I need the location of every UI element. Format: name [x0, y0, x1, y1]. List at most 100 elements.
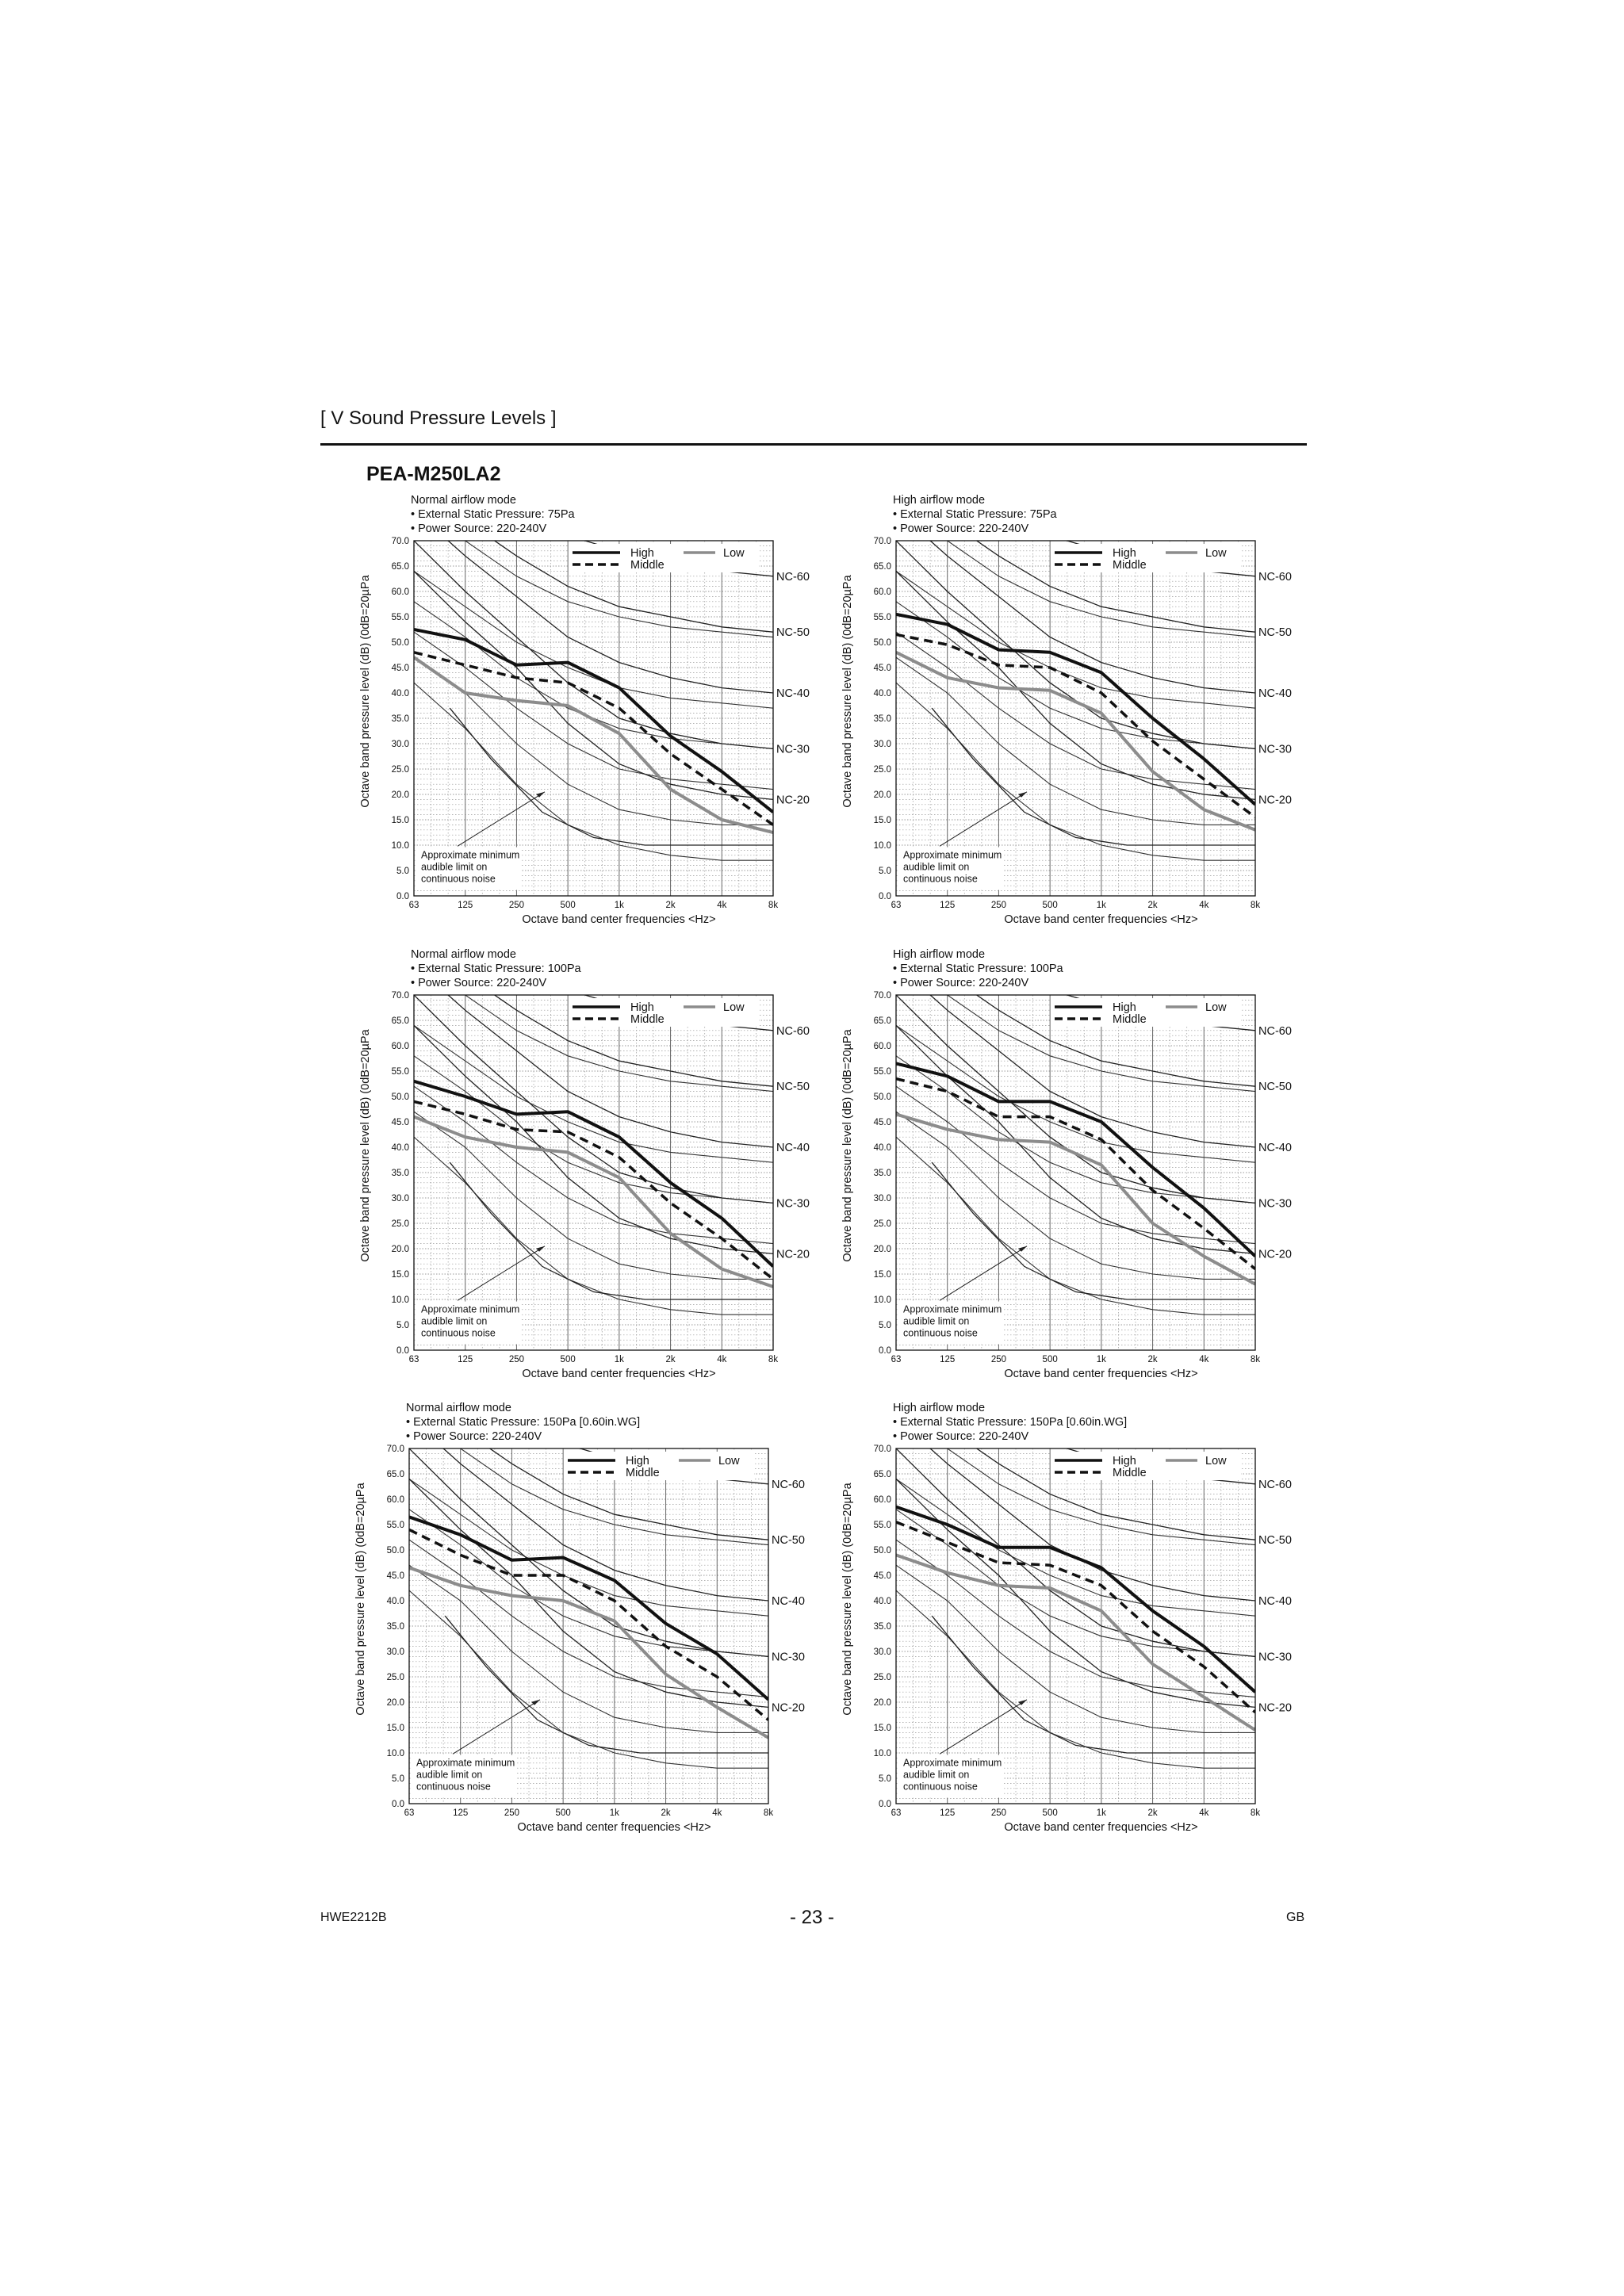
chart-conditions: Normal airflow mode • External Static Pre…	[406, 1401, 640, 1444]
nc-curve	[414, 419, 773, 499]
y-tick-label: 70.0	[387, 1445, 404, 1454]
x-tick-label: 250	[509, 901, 524, 910]
nc-label: NC-40	[1258, 687, 1292, 700]
series-middle-line	[896, 1077, 1255, 1270]
nc-label: NC-20	[776, 794, 810, 806]
legend-box	[1051, 1452, 1241, 1480]
x-tick-label: 63	[404, 1808, 415, 1818]
audible-note-text: continuous noise	[421, 874, 496, 885]
audible-note-box	[412, 1755, 516, 1798]
x-axis-label: Octave band center frequencies <Hz>	[1004, 913, 1198, 926]
nc-curve	[896, 1478, 1255, 1617]
y-tick-label: 65.0	[874, 562, 891, 572]
condition-line: • Power Source: 220-240V	[893, 1430, 1029, 1443]
x-tick-label: 8k	[1251, 1808, 1260, 1818]
y-tick-label: 30.0	[392, 1194, 409, 1203]
x-tick-label: 63	[891, 901, 902, 910]
nc-label: NC-40	[1258, 1595, 1292, 1608]
x-tick-label: 2k	[1147, 1355, 1157, 1364]
nc-curve	[414, 1085, 773, 1245]
x-tick-label: 500	[561, 1355, 576, 1364]
audible-note-text: Approximate minimum	[903, 1304, 1002, 1315]
nc-curve	[896, 1024, 1255, 1163]
y-tick-label: 40.0	[392, 689, 409, 698]
condition-line: • External Static Pressure: 75Pa	[893, 508, 1057, 521]
footer-region: GB	[1286, 1911, 1305, 1924]
y-tick-label: 50.0	[392, 1093, 409, 1102]
y-tick-label: 15.0	[874, 1724, 891, 1733]
y-tick-label: 5.0	[879, 1321, 891, 1330]
x-tick-label: 63	[409, 1355, 419, 1364]
series-high-line	[896, 1505, 1255, 1693]
nc-curve	[896, 1111, 1255, 1280]
nc-curve	[414, 570, 773, 801]
nc-curve	[896, 1478, 1255, 1709]
y-tick-label: 70.0	[874, 991, 891, 1001]
series-middle-line	[896, 1521, 1255, 1714]
audible-arrowhead	[536, 1246, 546, 1252]
nc-label: NC-20	[1258, 1701, 1292, 1714]
plot-frame	[413, 994, 774, 1351]
x-tick-label: 2k	[1147, 901, 1157, 910]
y-tick-label: 55.0	[874, 1521, 891, 1530]
nc-curve	[929, 541, 1255, 694]
nc-curve	[896, 682, 1255, 861]
condition-line: Normal airflow mode	[411, 948, 516, 961]
y-tick-label: 50.0	[874, 1093, 891, 1102]
y-tick-label: 25.0	[392, 1219, 409, 1229]
nc-curve	[896, 1024, 1255, 1255]
x-axis-label: Octave band center frequencies <Hz>	[1004, 1821, 1198, 1834]
nc-label: NC-20	[1258, 1248, 1292, 1261]
y-tick-label: 55.0	[874, 613, 891, 622]
legend-middle-label: Middle	[626, 1467, 660, 1479]
legend-box	[569, 544, 759, 572]
y-tick-label: 5.0	[396, 867, 409, 876]
x-axis-label: Octave band center frequencies <Hz>	[522, 913, 716, 926]
nc-curve	[414, 631, 773, 790]
y-tick-label: 15.0	[387, 1724, 404, 1733]
nc-curve	[414, 1111, 773, 1280]
x-tick-label: 1k	[615, 1355, 624, 1364]
nc-curve	[896, 388, 1255, 469]
x-tick-label: 2k	[661, 1808, 670, 1818]
chart-conditions: High airflow mode • External Static Press…	[893, 1401, 1127, 1444]
nc-label: NC-20	[772, 1701, 805, 1714]
nc-curve	[447, 541, 773, 694]
y-tick-label: 25.0	[874, 1673, 891, 1682]
y-tick-label: 30.0	[874, 740, 891, 749]
chart-conditions: High airflow mode • External Static Press…	[893, 947, 1063, 990]
nc-curve	[447, 995, 773, 1148]
nc-curve	[896, 631, 1255, 790]
y-tick-label: 55.0	[387, 1521, 404, 1530]
x-tick-label: 125	[940, 1355, 955, 1364]
nc-curve	[896, 1055, 1255, 1203]
y-tick-label: 60.0	[874, 1042, 891, 1051]
y-tick-label: 65.0	[874, 1016, 891, 1026]
chart-panel: High airflow mode • External Static Press…	[841, 493, 1341, 937]
y-tick-label: 45.0	[874, 1118, 891, 1127]
audible-note-text: audible limit on	[903, 1316, 969, 1327]
audible-limit-curve	[931, 1161, 1255, 1300]
nc-label: NC-50	[1258, 626, 1292, 639]
y-tick-label: 5.0	[392, 1774, 404, 1784]
y-tick-label: 10.0	[392, 1295, 409, 1305]
data-series	[896, 612, 1255, 832]
nc-label: NC-30	[772, 1651, 805, 1663]
series-low-line	[896, 1553, 1255, 1732]
audible-note-box	[898, 847, 1003, 890]
condition-line: • Power Source: 220-240V	[893, 977, 1029, 989]
x-tick-label: 250	[991, 1355, 1006, 1364]
audible-note-text: Approximate minimum	[421, 1304, 519, 1315]
y-tick-label: 40.0	[874, 1597, 891, 1606]
nc-curve	[975, 1448, 1255, 1540]
legend-low-label: Low	[718, 1455, 740, 1468]
x-tick-label: 2k	[665, 1355, 675, 1364]
nc-curve	[414, 995, 773, 1204]
audible-note-text: audible limit on	[903, 1770, 969, 1781]
x-tick-label: 4k	[1199, 1808, 1208, 1818]
y-tick-label: 15.0	[392, 1270, 409, 1280]
legend-box	[564, 1452, 754, 1480]
y-tick-label: 45.0	[874, 1571, 891, 1581]
series-middle-line	[414, 651, 773, 826]
